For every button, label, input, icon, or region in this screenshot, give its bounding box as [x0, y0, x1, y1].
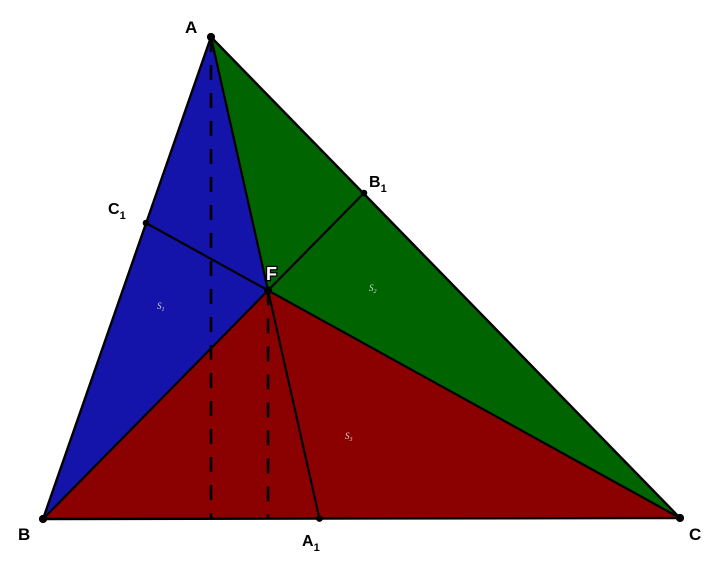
svg-text:B: B: [18, 525, 30, 544]
svg-text:B1: B1: [369, 174, 387, 195]
svg-text:C1: C1: [108, 201, 126, 222]
svg-text:C: C: [689, 525, 701, 544]
svg-text:F: F: [266, 264, 277, 284]
svg-text:A1: A1: [302, 533, 320, 554]
svg-text:A: A: [185, 18, 197, 37]
